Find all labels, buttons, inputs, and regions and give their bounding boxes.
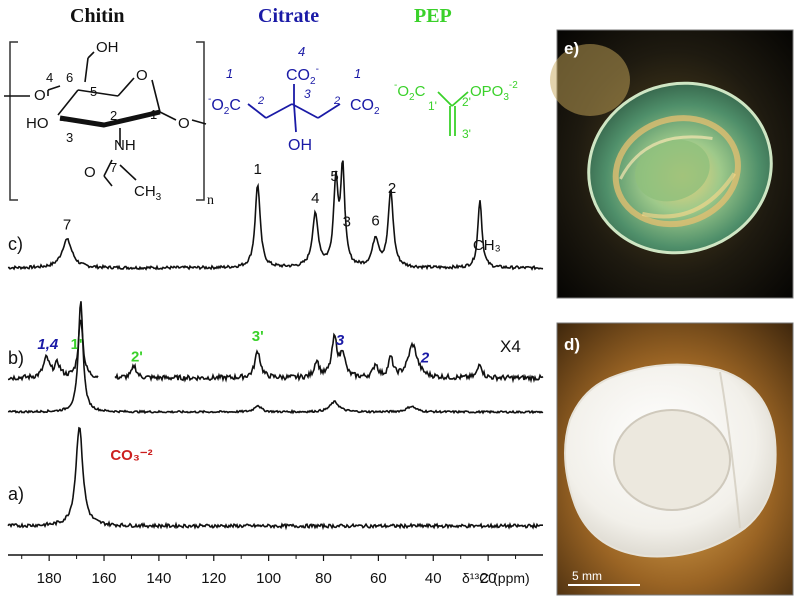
chitin-c2: 2 [110, 108, 117, 123]
peak-label-c-4: 3 [343, 213, 351, 230]
peak-label-b-4: 3 [336, 332, 345, 349]
citrate-left-group: -O2C [208, 94, 241, 117]
pep-num-1p: 1' [428, 99, 437, 113]
x-tick-label-180: 180 [37, 570, 62, 587]
photo-d: d) 5 mm [556, 322, 794, 596]
x-tick-label-160: 160 [92, 570, 117, 587]
photo-e: e) [550, 29, 794, 299]
series-label-b: b) [8, 348, 24, 368]
chitin-c6: 6 [66, 70, 73, 85]
x-tick-label-120: 120 [201, 570, 226, 587]
peak-label-b-5: 2 [420, 349, 430, 366]
x-tick-label-40: 40 [425, 570, 442, 587]
chitin-left-bracket [9, 41, 18, 201]
chitin-bonds [4, 51, 207, 187]
peak-label-c-6: 2 [388, 180, 396, 197]
pep-left-group: -O2C [394, 80, 426, 103]
pep-structure: PEP -O2C 1' 2' OPO3-2 3' [394, 5, 518, 141]
peak-label-b-1: 1' [71, 336, 83, 353]
chitin-nh: NH [114, 137, 136, 154]
peak-label-c-5: 6 [371, 212, 379, 229]
chitin-c5: 5 [90, 84, 97, 99]
photo-d-scale-label: 5 mm [572, 569, 602, 583]
trace-c [7, 160, 544, 271]
citrate-num-4: 4 [298, 44, 305, 59]
series-label-a: a) [8, 484, 24, 504]
chitin-c7: 7 [110, 160, 117, 175]
photo-e-label: e) [564, 39, 579, 58]
x-tick-label-100: 100 [256, 570, 281, 587]
x-tick-label-20: 20 [480, 570, 497, 587]
citrate-structure: Citrate 4 CO2- 1 -O2C 2 3 2 1 CO2 OH [208, 5, 380, 154]
chitin-o-glycosidic-right: O [178, 115, 190, 132]
pep-num-2p: 2' [462, 95, 471, 109]
pep-num-3p: 3' [462, 127, 471, 141]
pep-bonds [437, 91, 469, 136]
trace-a [7, 426, 543, 531]
pep-opo3: OPO3-2 [470, 80, 518, 103]
chitin-ch3: CH3 [134, 183, 162, 203]
photo-e-glow [550, 44, 630, 116]
chitin-repeat-n: n [207, 193, 214, 208]
citrate-num-3: 3 [304, 87, 311, 101]
citrate-num-1-left: 1 [226, 66, 233, 81]
x-tick-label-60: 60 [370, 570, 387, 587]
peak-label-carbonate: CO₃⁻² [110, 447, 152, 464]
x-tick-label-140: 140 [146, 570, 171, 587]
peak-label-c-2: 4 [311, 190, 319, 207]
chitin-ring-o: O [136, 67, 148, 84]
peak-label-b-2: 2' [131, 349, 143, 366]
citrate-co2-top: CO2- [286, 64, 319, 87]
citrate-num-1-right: 1 [354, 66, 361, 81]
trace-b-x4 [7, 319, 544, 384]
x-axis-label: δ¹³C (ppm) [462, 570, 530, 586]
citrate-num-2-left: 2 [257, 95, 264, 107]
citrate-bonds [247, 84, 341, 133]
peak-label-c-7: CH₃ [473, 237, 501, 254]
chitin-structure: Chitin n O OH 4 6 5 [4, 5, 214, 208]
citrate-right-group: CO2 [350, 97, 380, 117]
citrate-oh: OH [288, 137, 312, 154]
peak-label-c-0: 7 [63, 216, 71, 233]
photo-d-label: d) [564, 335, 580, 354]
chitin-title: Chitin [70, 5, 124, 27]
chitin-right-bracket [196, 41, 205, 201]
chitin-c3: 3 [66, 130, 73, 145]
scale-factor-label: X4 [500, 337, 521, 356]
citrate-num-2-right: 2 [333, 95, 340, 107]
peak-label-c-1: 1 [254, 161, 262, 178]
citrate-title: Citrate [258, 5, 319, 27]
chitin-oh-top: OH [96, 39, 119, 56]
chitin-ring-front-edge [59, 109, 161, 128]
peak-label-c-3: 5 [330, 168, 338, 185]
chitin-ho: HO [26, 115, 49, 132]
pep-title: PEP [414, 5, 452, 27]
series-label-c: c) [8, 234, 23, 254]
trace-b-unscaled [7, 301, 544, 415]
photo-d-dimple [613, 409, 731, 511]
chitin-c4: 4 [46, 70, 53, 85]
chitin-carbonyl-o: O [84, 164, 96, 181]
chitin-c1: 1 [150, 107, 157, 122]
peak-label-b-0: 1,4 [37, 336, 59, 353]
photo-d-seam [719, 371, 741, 529]
x-tick-label-80: 80 [315, 570, 332, 587]
photo-e-gem [587, 81, 773, 255]
peak-label-b-3: 3' [252, 328, 264, 345]
chitin-o-glycosidic-left: O [34, 87, 46, 104]
